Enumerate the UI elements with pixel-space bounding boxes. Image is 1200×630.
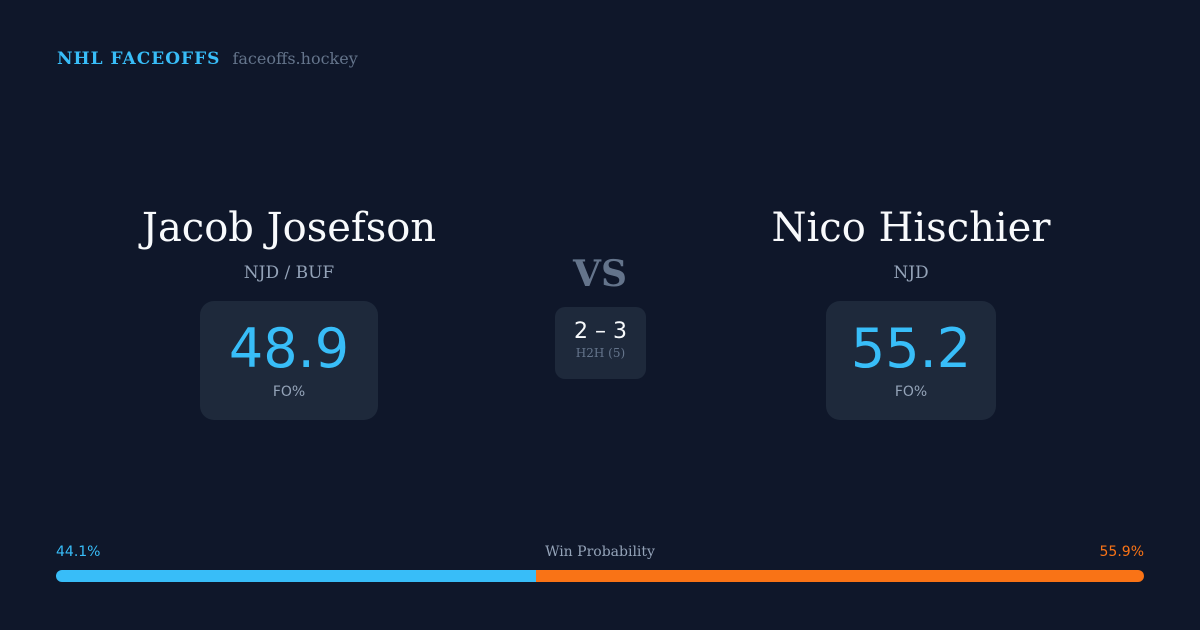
win-prob-label: Win Probability	[545, 544, 655, 560]
brand: NHL FACEOFFS faceoffs.hockey	[57, 49, 358, 69]
win-prob-right: 55.9%	[1099, 544, 1144, 560]
win-probability-bar	[56, 570, 1144, 582]
h2h-label: H2H (5)	[575, 346, 626, 360]
win-prob-left-fill	[56, 570, 536, 582]
vs-label: VS	[573, 253, 627, 295]
h2h-score: 2 – 3	[574, 319, 627, 344]
player-name: Nico Hischier	[771, 205, 1051, 251]
fo-pct: 55.2	[850, 316, 972, 380]
fo-card: 48.9 FO%	[200, 301, 378, 420]
fo-pct: 48.9	[228, 316, 350, 380]
player-right: Nico Hischier NJD 55.2 FO%	[711, 205, 1111, 420]
player-team: NJD	[893, 263, 929, 283]
fo-label: FO%	[272, 383, 306, 400]
win-prob-right-fill	[535, 570, 1144, 582]
fo-card: 55.2 FO%	[826, 301, 996, 420]
fo-label: FO%	[894, 383, 928, 400]
win-prob-left: 44.1%	[56, 544, 101, 560]
h2h-card: 2 – 3 H2H (5)	[555, 307, 646, 379]
brand-title: NHL FACEOFFS	[57, 49, 221, 69]
player-team: NJD / BUF	[243, 263, 335, 283]
player-left: Jacob Josefson NJD / BUF 48.9 FO%	[89, 205, 489, 420]
player-name: Jacob Josefson	[141, 205, 437, 251]
brand-url: faceoffs.hockey	[232, 49, 358, 68]
